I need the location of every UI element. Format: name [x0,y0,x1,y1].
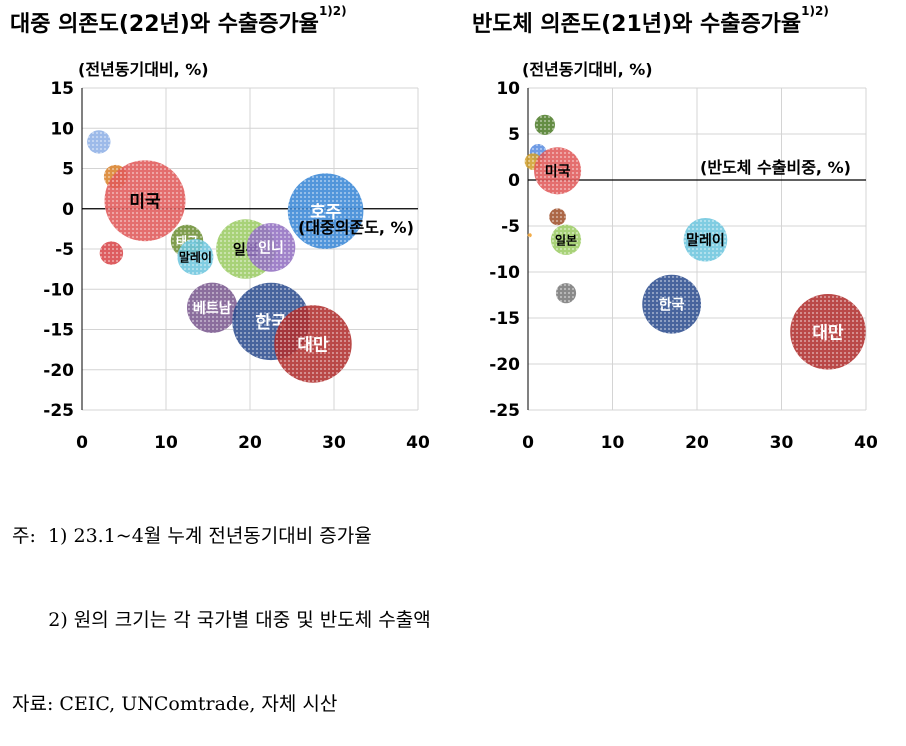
x-tick-label-3: 30 [770,433,794,453]
y-tick-label-7: -20 [43,361,74,381]
y-tick-label-6: -20 [489,355,520,375]
left-title-text: 대중 의존도(22년)와 수출증가율 [10,12,319,37]
y-tick-label-4: -10 [489,263,520,283]
bubble-label-3: 미국 [129,192,161,212]
footnote-line-1: 주: 1) 23.1~4월 누계 전년동기대비 증가율 [12,525,372,547]
y-axis-label: (전년동기대비, %) [78,60,209,79]
y-tick-label-4: -5 [55,240,74,260]
bubble-label-8: 말레이 [686,232,725,249]
bubble-texture-10 [274,305,352,383]
y-tick-label-2: 5 [62,160,74,180]
y-tick-label-3: 0 [62,200,74,220]
bubble-texture-11 [287,173,364,249]
y-tick-label-0: 15 [50,79,74,99]
bubble-texture-3 [104,160,186,242]
y-tick-label-5: -15 [489,309,520,329]
right-chart-title: 반도체 의존도(21년)와 수출증가율1)2) [472,4,829,38]
x-tick-label-1: 10 [154,433,178,453]
y-tick-label-1: 10 [50,119,74,139]
left-chart-title: 대중 의존도(22년)와 수출증가율1)2) [10,4,347,38]
bubble-texture-0 [87,130,111,154]
bubble-label-6: 베트남 [193,300,232,317]
x-tick-label-4: 40 [406,433,430,453]
bubble-label-10: 대만 [297,335,329,355]
y-tick-label-7: -25 [489,401,520,421]
y-tick-label-8: -25 [43,401,74,421]
x-tick-label-0: 0 [522,433,534,453]
bubble-texture-4 [549,208,566,226]
y-axis-label: (전년동기대비, %) [522,60,653,79]
footnotes: 주: 1) 23.1~4월 누계 전년동기대비 증가율 2) 원의 크기는 각 … [12,466,431,746]
x-tick-label-4: 40 [854,433,878,453]
x-axis-label: (반도체 수출비중, %) [700,158,851,177]
bubble-texture-9 [642,274,702,334]
bubble-texture-8 [683,217,728,262]
y-tick-label-5: -10 [43,280,74,300]
x-tick-label-2: 20 [238,433,262,453]
y-tick-label-2: 0 [508,171,520,191]
right-title-footnote-mark: 1)2) [801,4,829,18]
bubble-label-10: 대만 [812,323,844,343]
bubble-label-11: 호주 [310,203,342,223]
bubble-label-5: 말레이 [179,250,212,265]
bubble-label-8: 인니 [258,240,284,257]
bubble-label-3: 미국 [545,164,571,180]
bubble-texture-7 [555,283,577,304]
footnote-line-2: 2) 원의 크기는 각 국가별 대중 및 반도체 수출액 [12,609,431,631]
bubble-texture-3 [534,147,582,195]
right-title-text: 반도체 의존도(21년)와 수출증가율 [472,12,802,37]
footnote-line-3: 자료: CEIC, UNComtrade, 자체 시산 [12,693,338,715]
y-tick-label-3: -5 [501,217,520,237]
y-tick-label-6: -15 [43,321,74,341]
y-tick-label-0: 10 [496,79,520,99]
bubble-texture-5 [527,233,532,238]
bubble-texture-8 [246,223,296,272]
bubble-texture-10 [790,294,866,370]
bubble-texture-2 [99,241,124,265]
bubble-texture-6 [550,224,582,255]
left-title-footnote-mark: 1)2) [318,4,347,18]
x-tick-label-0: 0 [76,433,88,453]
bubble-texture-6 [187,282,238,333]
x-tick-label-2: 20 [685,433,709,453]
bubble-texture-5 [177,239,214,276]
x-tick-label-3: 30 [322,433,346,453]
y-tick-label-1: 5 [508,125,520,145]
bubble-label-6: 일본 [555,233,577,247]
bubble-label-9: 한국 [659,298,685,314]
x-axis-label: (대중의존도, %) [298,218,414,237]
bubble-texture-0 [534,114,555,135]
x-tick-label-1: 10 [601,433,625,453]
